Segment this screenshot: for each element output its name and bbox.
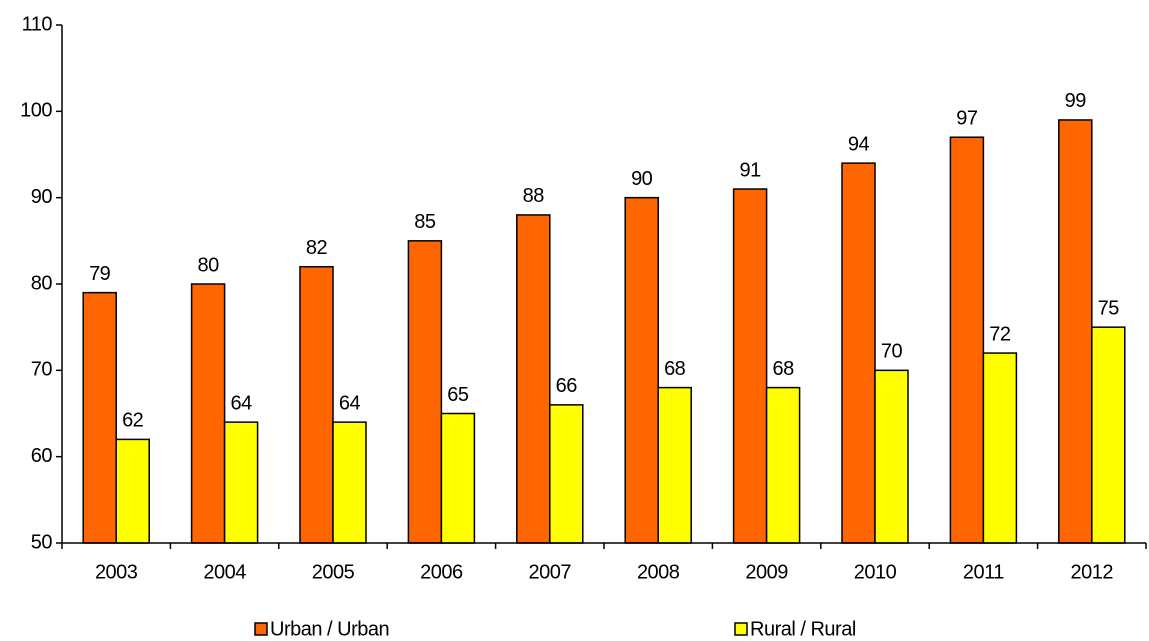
y-tick-label: 100 [20,100,52,122]
bar [1091,326,1126,544]
value-label: 68 [772,358,794,380]
value-label: 65 [447,384,469,406]
value-label: 90 [631,168,653,190]
bar [516,214,551,544]
value-label: 97 [956,108,978,130]
bar [440,412,476,544]
x-tick-label: 2012 [1071,561,1114,583]
bar [223,421,259,544]
x-tick-label: 2006 [420,561,463,583]
bar [732,188,768,544]
bar [1058,119,1093,544]
x-tick-label: 2010 [854,561,897,583]
bar [115,438,150,544]
value-label: 79 [89,263,111,285]
value-label: 72 [989,323,1011,345]
value-label: 82 [306,237,328,259]
bar [657,386,692,544]
y-tick-label: 60 [31,445,53,467]
bar [982,352,1018,544]
value-label: 99 [1065,90,1087,112]
value-label: 88 [523,185,545,207]
x-tick-label: 2004 [203,561,246,583]
bar [949,136,985,544]
x-tick-label: 2008 [637,561,680,583]
y-tick-label: 110 [22,13,53,35]
y-tick-label: 80 [31,272,53,294]
y-tick-label: 90 [31,186,53,208]
bar [407,240,443,544]
value-label: 64 [339,392,361,414]
x-tick-label: 2005 [312,561,355,583]
bar [624,196,659,544]
x-tick-label: 2009 [745,561,788,583]
bar [549,404,584,544]
legend-swatch [254,622,268,636]
value-label: 66 [556,375,578,397]
value-label: 94 [848,133,870,155]
x-tick-label: 2007 [529,561,572,583]
value-label: 85 [414,211,436,233]
y-tick-label: 70 [31,359,53,381]
y-tick-label: 50 [31,531,53,553]
bar [82,291,117,544]
value-label: 75 [1098,297,1120,319]
value-label: 70 [881,341,903,363]
value-label: 68 [664,358,686,380]
bar [874,369,909,544]
bar [841,162,876,544]
bar [299,265,334,544]
value-label: 80 [197,254,219,276]
legend-label: Rural / Rural [750,618,856,640]
value-label: 91 [739,159,761,181]
bar [332,421,367,544]
x-tick-label: 2011 [963,561,1004,583]
value-label: 64 [230,392,252,414]
x-tick-label: 2003 [95,561,138,583]
bar [765,386,801,544]
value-label: 62 [122,410,144,432]
legend-label: Urban / Urban [270,618,389,640]
bar [190,283,226,544]
legend-swatch [734,622,748,636]
